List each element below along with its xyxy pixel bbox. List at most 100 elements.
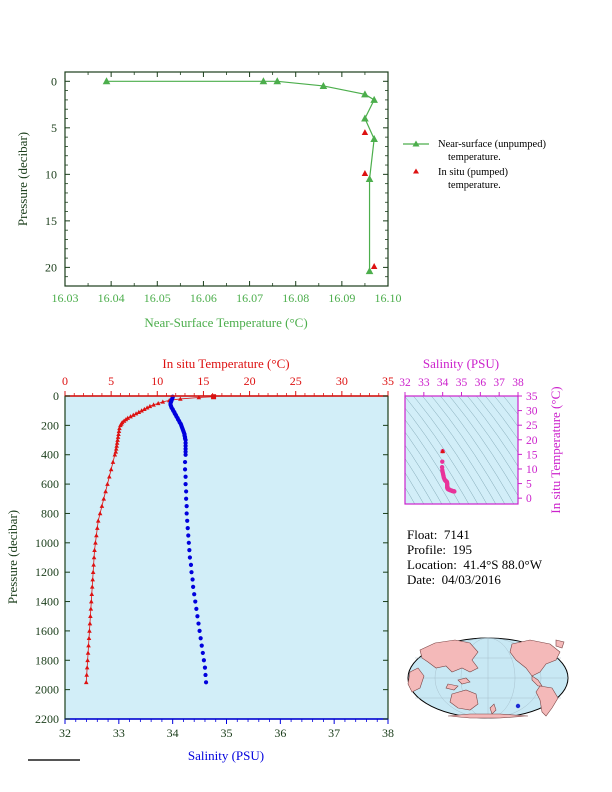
- salinity-profile-point: [183, 474, 188, 479]
- salinity-tick-label: 32: [59, 726, 71, 740]
- temperature-profile-point: [85, 657, 90, 663]
- salinity-profile-point: [203, 680, 209, 685]
- temperature-profile-point: [88, 613, 93, 619]
- ts-temperature-tick-label: 30: [526, 406, 538, 418]
- legend-in-situ-line2: temperature.: [448, 180, 501, 191]
- temperature-tick-label: 5: [108, 374, 114, 388]
- salinity-tick-label: 36: [274, 726, 286, 740]
- near-surface-point: [259, 77, 268, 85]
- profile-date: Date: 04/03/2016: [407, 572, 501, 588]
- top-plot-frame: [64, 71, 389, 287]
- top-xtick-label: 16.09: [328, 291, 355, 305]
- legend-near-surface-label: Near-surface (unpumped) temperature.: [438, 138, 546, 164]
- temperature-profile-point: [86, 643, 91, 648]
- temperature-profile-point: [91, 555, 97, 560]
- salinity-tick-label: 33: [113, 726, 125, 740]
- temperature-profile-point: [115, 434, 121, 439]
- temperature-profile-point: [99, 503, 105, 508]
- temperature-profile-point: [97, 511, 103, 516]
- ts-salinity-tick-label: 36: [475, 377, 487, 389]
- salinity-profile-point: [187, 548, 192, 553]
- ts-salinity-tick-label: 38: [512, 377, 524, 389]
- temperature-tick-label: 0: [62, 374, 68, 388]
- temperature-profile-point: [113, 449, 119, 454]
- salinity-profile-point: [200, 650, 205, 656]
- near-surface-point: [370, 95, 378, 103]
- temperature-profile-point: [117, 425, 122, 431]
- temperature-profile-point: [116, 428, 122, 434]
- ts-salinity-tick-label: 32: [399, 377, 411, 389]
- pressure-tick-label: 1000: [35, 536, 59, 550]
- pressure-tick-label: 800: [41, 506, 59, 520]
- temperature-profile-point: [85, 650, 91, 655]
- ts-plot-background: [405, 396, 518, 504]
- top-xtick-label: 16.08: [282, 291, 309, 305]
- ts-density-contour: [494, 396, 518, 427]
- float-location-map: [407, 637, 569, 719]
- pressure-tick-label: 2000: [35, 683, 59, 697]
- ts-density-contour: [440, 396, 515, 504]
- salinity-profile-point: [183, 437, 188, 443]
- temperature-axis-label: In situ Temperature (°C): [162, 356, 289, 371]
- temperature-profile-point: [89, 584, 95, 589]
- salinity-profile-point: [201, 658, 206, 663]
- legend-in-situ-label: In situ (pumped) temperature.: [438, 166, 508, 192]
- salinity-profile-point: [192, 592, 197, 597]
- temperature-profile-point: [86, 635, 92, 641]
- salinity-profile-point: [185, 526, 190, 531]
- temperature-profile-point: [133, 411, 139, 416]
- ts-salinity-label: Salinity (PSU): [423, 356, 499, 371]
- temperature-profile-point: [83, 679, 89, 685]
- salinity-profile-point: [198, 636, 203, 641]
- salinity-profile-point: [184, 489, 189, 494]
- pressure-tick-label: 2200: [35, 712, 59, 726]
- ts-salinity-tick-label: 35: [456, 377, 468, 389]
- temperature-profile-point: [87, 628, 92, 633]
- temperature-profile-point: [142, 406, 147, 412]
- salinity-profile-point: [184, 511, 189, 516]
- ts-density-contour: [485, 396, 518, 440]
- profile-chart-series: [83, 394, 217, 685]
- date-value: 04/03/2016: [441, 572, 501, 587]
- temperature-profile-point: [112, 452, 118, 457]
- temperature-profile-point: [95, 525, 100, 530]
- temperature-profile-point: [108, 467, 114, 472]
- temperature-profile-point: [101, 496, 107, 501]
- pressure-tick-label: 0: [53, 389, 59, 403]
- location-label: Location:: [407, 557, 457, 572]
- temperature-profile-point: [110, 459, 116, 464]
- ts-density-contours: [405, 396, 518, 504]
- salinity-profile-point: [183, 446, 188, 451]
- temperature-tick-label: 30: [336, 374, 348, 388]
- ts-temperature-tick-label: 25: [526, 420, 538, 432]
- temperature-profile-point: [128, 414, 133, 419]
- top-xaxis-label: Near-Surface Temperature (°C): [144, 315, 307, 330]
- ts-density-contour: [405, 396, 479, 504]
- temperature-profile-point: [147, 403, 153, 409]
- temperature-tick-label: 10: [151, 374, 163, 388]
- in-situ-point: [370, 263, 378, 270]
- temperature-profile-point: [155, 400, 161, 406]
- top-chart-ticks: 16.03 16.04 16.05 16.06 16.07 16.08 16.09 16.10…: [45, 72, 402, 305]
- ts-point: [440, 459, 445, 464]
- float-label: Float:: [407, 527, 438, 542]
- in-situ-point: [361, 170, 369, 176]
- near-surface-temperature-chart: 16.03 16.04 16.05 16.06 16.07 16.08 16.09 16.10…: [15, 71, 402, 330]
- temperature-profile-point: [114, 440, 120, 445]
- ts-density-contour: [449, 396, 518, 497]
- top-xtick-label: 16.05: [144, 291, 171, 305]
- salinity-profile-point: [183, 440, 188, 446]
- ts-temperature-tick-label: 10: [526, 464, 538, 476]
- float-value: 7141: [443, 527, 470, 542]
- top-ytick-label: 0: [51, 74, 57, 88]
- salinity-tick-label: 34: [167, 726, 179, 740]
- top-ytick-label: 20: [45, 260, 57, 274]
- salinity-profile-point: [203, 672, 208, 678]
- ts-density-contour: [413, 396, 488, 504]
- salinity-profile-point: [183, 452, 188, 457]
- salinity-tick-label: 35: [221, 726, 233, 740]
- ts-density-contour: [458, 396, 518, 482]
- salinity-profile-point: [183, 449, 188, 454]
- ts-temperature-label: In situ Temperature (°C): [548, 386, 563, 513]
